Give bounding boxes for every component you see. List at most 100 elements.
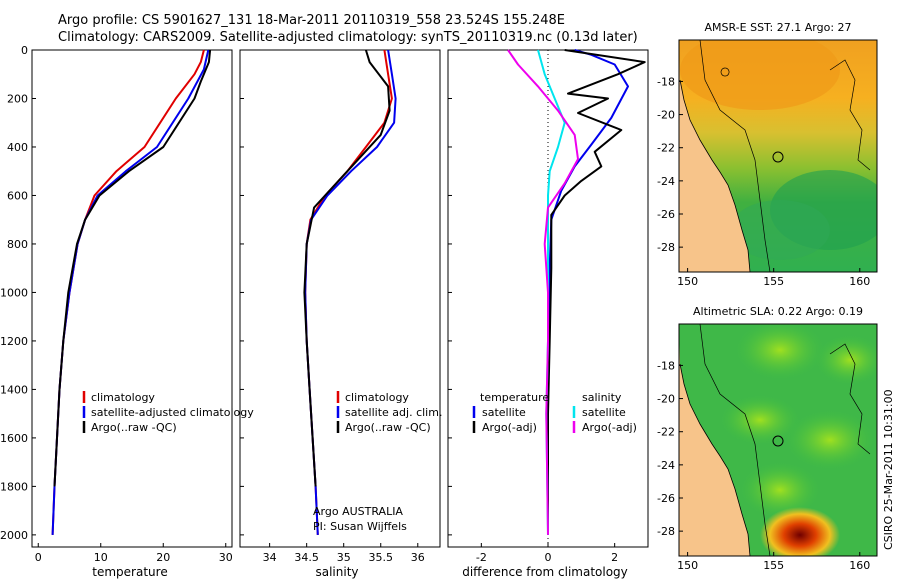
legend-group-salinity: salinity <box>582 391 622 404</box>
sst-land <box>679 40 750 272</box>
xtick-label: 36 <box>411 551 425 564</box>
map-ytick-label: -28 <box>657 241 675 254</box>
depth-tick-labels: 0 200 400 600 800 1000 1200 1400 1600 1800 2000 <box>0 44 452 542</box>
map-ytick-label: -20 <box>657 393 675 406</box>
sst-bathymetry-contour <box>829 59 871 171</box>
xtick-label: 20 <box>156 551 170 564</box>
xtick-label: 35 <box>337 551 351 564</box>
salinity-series <box>303 49 397 535</box>
xtick-label: 34.5 <box>294 551 319 564</box>
institution-annotation: Argo AUSTRALIA <box>313 505 403 518</box>
depth-tick-label: 400 <box>7 141 28 154</box>
sla-high-patch <box>815 335 877 385</box>
credit-text: CSIRO 25-Mar-2011 10:31:00 <box>882 389 895 550</box>
xtick-label: 0 <box>545 551 552 564</box>
legend-label-satellite-adj: satellite adj. clim. <box>345 406 442 419</box>
sla-high-patch <box>735 324 825 380</box>
legend-label-climatology: climatology <box>91 391 155 404</box>
map-ytick-label: -22 <box>657 426 675 439</box>
argo-position-marker <box>772 435 784 447</box>
depth-tick-label: 1800 <box>0 480 28 493</box>
sst-map <box>679 40 877 272</box>
legend-label-temp-argo: Argo(-adj) <box>482 421 537 434</box>
series-line-argo-raw-qc <box>303 49 391 487</box>
xtick-label: 10 <box>94 551 108 564</box>
map-xtick-label: 160 <box>849 275 870 288</box>
map-ytick-label: -26 <box>657 492 675 505</box>
map-ytick-label: -24 <box>657 459 675 472</box>
argo-position-marker <box>772 151 784 163</box>
xtick-label: 34 <box>263 551 277 564</box>
sla-map <box>679 324 877 556</box>
sla-high-patch <box>785 410 875 470</box>
sla-high-patch <box>720 395 800 445</box>
map-ytick-label: -20 <box>657 109 675 122</box>
sst-bathymetry-contour <box>720 67 730 77</box>
xtick-label: 35.5 <box>368 551 393 564</box>
legend-label-sal-argo: Argo(-adj) <box>582 421 637 434</box>
depth-tick-label: 200 <box>7 92 28 105</box>
sst-map-frame <box>678 39 878 273</box>
depth-tick-label: 1400 <box>0 383 28 396</box>
legend-label-argo: Argo(..raw -QC) <box>91 421 177 434</box>
sst-bathymetry-contour <box>699 40 771 272</box>
depth-tick-label: 0 <box>21 44 28 57</box>
depth-tick-label: 2000 <box>0 529 28 542</box>
temperature-axis-label: temperature <box>92 565 167 579</box>
sla-bathymetry-contour <box>699 324 771 556</box>
sla-bathymetry-contour <box>829 343 871 455</box>
salinity-axis-label: salinity <box>315 565 358 579</box>
sla-coastline <box>679 363 751 556</box>
xtick-label: -2 <box>476 551 487 564</box>
salinity-xtick-labels: 34 34.5 35 35.5 36 <box>263 543 425 564</box>
map-tick-labels: 150 155 160 -18 -20 -22 -24 -26 -28 150 155 160 -18 -… <box>657 75 870 572</box>
sst-coastline <box>679 79 751 272</box>
depth-tick-label: 600 <box>7 189 28 202</box>
temperature-legend: climatology satellite-adjusted climatolo… <box>82 391 254 434</box>
credit-stamp: CSIRO 25-Mar-2011 10:31:00 <box>878 120 898 560</box>
depth-tick-label: 1600 <box>0 432 28 445</box>
difference-series <box>507 49 646 535</box>
map-xtick-label: 150 <box>677 275 698 288</box>
sst-cool-patch <box>730 200 830 260</box>
temperature-panel <box>31 49 233 548</box>
xtick-label: 2 <box>611 551 618 564</box>
depth-tick-label: 1000 <box>0 286 28 299</box>
map-ytick-label: -26 <box>657 208 675 221</box>
legend-label-temp-satellite: satellite <box>482 406 526 419</box>
sst-warm-patch <box>680 40 840 110</box>
series-line-temperature-argo-adj <box>547 49 646 535</box>
map-xtick-label: 155 <box>763 559 784 572</box>
map-ytick-label: -18 <box>657 359 675 372</box>
sla-map-title: Altimetric SLA: 0.22 Argo: 0.19 <box>693 305 863 318</box>
depth-tick-label: 800 <box>7 238 28 251</box>
temperature-series <box>51 49 212 535</box>
map-xtick-label: 150 <box>677 559 698 572</box>
map-ytick-label: -18 <box>657 75 675 88</box>
xtick-label: 0 <box>35 551 42 564</box>
sla-map-frame <box>678 323 878 557</box>
salinity-panel <box>239 49 441 548</box>
difference-axis-label: difference from climatology <box>462 565 628 579</box>
series-line-argo-raw-qc <box>53 49 212 487</box>
map-ytick-label: -28 <box>657 525 675 538</box>
pi-annotation: PI: Susan Wijffels <box>313 520 407 533</box>
legend-group-temperature: temperature <box>480 391 549 404</box>
sla-hot-patch <box>760 507 840 556</box>
depth-tick-label: 1200 <box>0 335 28 348</box>
map-ytick-label: -24 <box>657 175 675 188</box>
difference-legend: temperature satellite Argo(-adj) salinit… <box>472 391 637 434</box>
map-ytick-label: -22 <box>657 142 675 155</box>
sla-high-patch <box>740 462 820 518</box>
sst-map-title: AMSR-E SST: 27.1 Argo: 27 <box>704 21 851 34</box>
legend-label-argo: Argo(..raw -QC) <box>345 421 431 434</box>
map-xtick-label: 160 <box>849 559 870 572</box>
legend-label-sal-satellite: satellite <box>582 406 626 419</box>
legend-label-satellite-adjusted: satellite-adjusted climatology <box>91 406 254 419</box>
header-line1: Argo profile: CS 5901627_131 18-Mar-2011… <box>58 13 565 28</box>
series-line-salinity-argo-adj <box>507 49 579 535</box>
xtick-label: 30 <box>219 551 233 564</box>
map-xtick-label: 155 <box>763 275 784 288</box>
temperature-xtick-labels: 0 10 20 30 <box>35 543 233 564</box>
